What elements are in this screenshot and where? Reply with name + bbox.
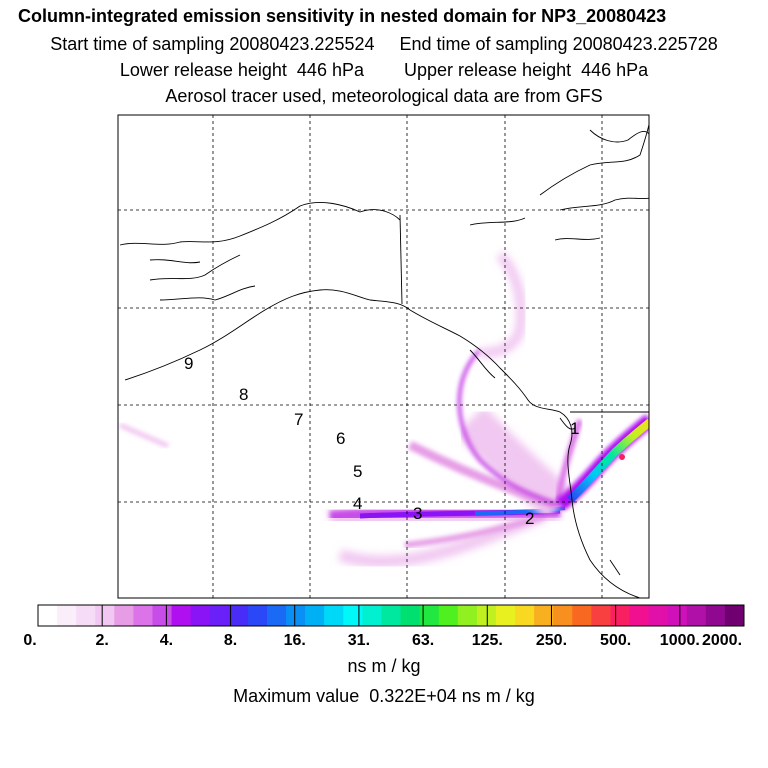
colorbar-swatch — [209, 605, 230, 626]
colorbar-label: 31. — [347, 632, 371, 649]
colorbar-frame — [37, 604, 745, 627]
colorbar-swatch — [553, 605, 573, 626]
point-label-3: 3 — [413, 504, 422, 523]
colorbar-swatch — [515, 605, 535, 626]
colorbar-swatch — [76, 605, 96, 626]
colorbar-swatch — [686, 605, 707, 626]
colorbar-swatch — [476, 605, 497, 626]
colorbar-swatch — [38, 605, 58, 626]
colorbar-swatch — [114, 605, 134, 626]
colorbar-swatch — [572, 605, 592, 626]
colorbar-label: 63. — [411, 632, 435, 649]
colorbar-swatch — [95, 605, 115, 626]
colorbar-label: 125. — [471, 632, 503, 649]
colorbar — [37, 604, 745, 627]
colorbar-swatch — [419, 605, 440, 626]
colorbar-swatch — [534, 605, 554, 626]
colorbar-units: ns m / kg — [347, 656, 421, 676]
point-label-7: 7 — [294, 410, 303, 429]
colorbar-swatch — [57, 605, 77, 626]
colorbar-label: 1000. — [659, 632, 700, 649]
point-label-5: 5 — [353, 462, 362, 481]
map-area: 1 2 3 4 5 6 7 8 9 — [118, 115, 649, 598]
colorbar-label: 4. — [159, 632, 174, 649]
colorbar-swatch — [610, 605, 631, 626]
colorbar-label: 16. — [283, 632, 306, 649]
colorbar-swatch — [400, 605, 421, 626]
maximum-value: Maximum value 0.322E+04 ns m / kg — [233, 686, 535, 706]
colorbar-swatch — [343, 605, 363, 626]
point-label-1: 1 — [570, 419, 579, 438]
colorbar-swatch — [171, 605, 192, 626]
point-label-4: 4 — [353, 494, 362, 513]
colorbar-label: 8. — [223, 632, 238, 649]
colorbar-swatch — [152, 605, 173, 626]
colorbar-swatch — [286, 605, 306, 626]
release-height-line: Lower release height 446 hPa Upper relea… — [119, 60, 649, 80]
colorbar-label: 500. — [600, 632, 632, 649]
colorbar-swatch — [324, 605, 344, 626]
colorbar-label: 250. — [535, 632, 568, 649]
map-frame — [117, 114, 650, 599]
colorbar-swatch — [705, 605, 726, 626]
colorbar-swatch — [247, 605, 268, 626]
point-label-6: 6 — [336, 429, 345, 448]
coastlines — [119, 122, 649, 598]
colorbar-swatch — [457, 605, 478, 626]
colorbar-swatch — [591, 605, 611, 626]
point-label-8: 8 — [239, 385, 248, 404]
colorbar-swatch — [133, 605, 153, 626]
colorbar-swatch — [495, 605, 516, 626]
colorbar-swatch — [438, 605, 459, 626]
colorbar-swatch — [648, 605, 669, 626]
colorbar-label: 0. — [23, 632, 37, 649]
sampling-time-line: Start time of sampling 20080423.225524 E… — [50, 34, 718, 54]
point-label-2: 2 — [525, 509, 534, 528]
colorbar-label: 2. — [95, 632, 109, 649]
tracer-line: Aerosol tracer used, meteorological data… — [165, 86, 603, 106]
colorbar-swatch — [667, 605, 688, 626]
map-title: Column-integrated emission sensitivity i… — [18, 6, 667, 26]
point-label-9: 9 — [184, 354, 193, 373]
colorbar-swatch — [305, 605, 325, 626]
colorbar-label: 2000. — [701, 632, 743, 649]
colorbar-swatch — [629, 605, 650, 626]
trajectory-point-labels: 1 2 3 4 5 6 7 8 9 — [184, 354, 579, 528]
colorbar-swatch — [724, 605, 745, 626]
plume-shading — [118, 251, 649, 568]
colorbar-swatch — [381, 605, 402, 626]
colorbar-swatch — [362, 605, 382, 626]
graticule — [118, 115, 649, 598]
colorbar-swatch — [228, 605, 249, 626]
colorbar-swatch — [190, 605, 211, 626]
colorbar-swatch — [266, 605, 287, 626]
